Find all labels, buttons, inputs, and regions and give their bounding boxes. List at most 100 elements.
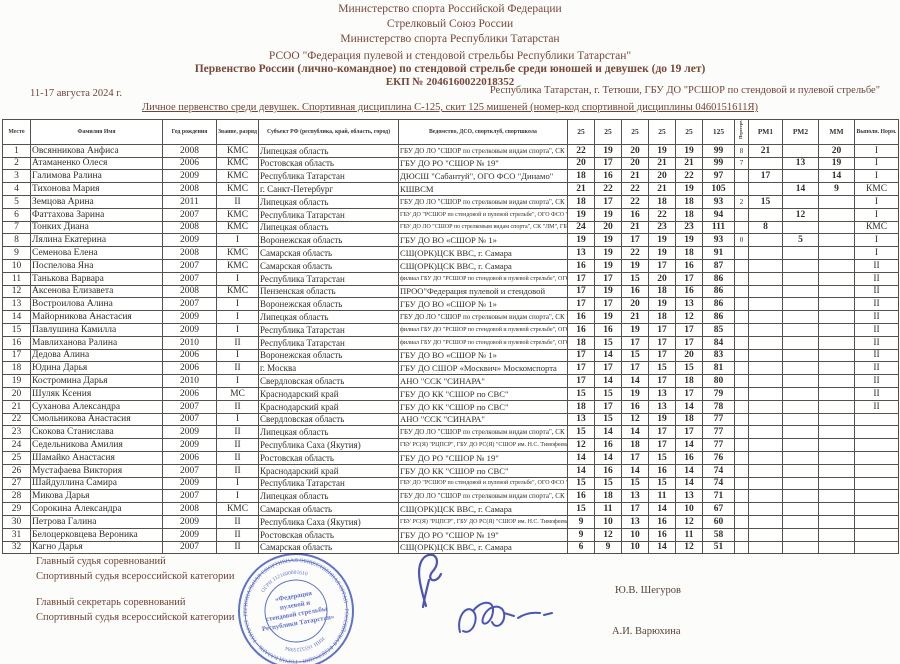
cell-name: Танькова Варвара [30, 271, 163, 286]
cell-s3: 20 [621, 143, 649, 158]
cell-place: 24 [2, 438, 31, 452]
cell-shootoff [734, 374, 749, 388]
cell-year: 2008 [162, 284, 217, 299]
cell-place: 14 [2, 310, 31, 324]
cell-shootoff: 0 [734, 233, 749, 248]
cell-rm1 [748, 463, 783, 478]
cell-rm2 [782, 399, 819, 414]
col-header-series4: 25 [648, 119, 676, 145]
cell-name: Суханова Александра [30, 399, 163, 414]
cell-year: 2007 [162, 412, 217, 427]
cell-s1: 16 [567, 322, 595, 337]
cell-s2: 15 [594, 335, 622, 350]
chief-secretary-role: Главный секретарь соревнований [36, 597, 186, 608]
cell-place: 16 [2, 335, 31, 350]
cell-s1: 17 [567, 271, 595, 286]
cell-total: 80 [702, 374, 735, 388]
cell-s5: 12 [675, 310, 703, 324]
cell-s5: 21 [675, 156, 703, 171]
cell-shootoff [734, 207, 749, 222]
cell-s2: 15 [594, 476, 622, 491]
cell-s1: 18 [567, 335, 595, 350]
cell-s5: 16 [675, 284, 703, 299]
cell-s5: 13 [675, 489, 703, 504]
cell-s4: 13 [648, 386, 676, 401]
cell-rank: II [216, 361, 259, 376]
cell-club: КШВСМ [398, 182, 568, 196]
cell-rank: I [216, 297, 259, 312]
table-row: 23 Скокова Станислава 2009 II Липецкая облас… [2, 425, 899, 440]
cell-shootoff [734, 271, 749, 286]
cell-s4: 16 [648, 527, 676, 542]
cell-total: 86 [702, 310, 735, 324]
cell-shootoff [734, 169, 749, 184]
cell-s3: 17 [621, 233, 649, 248]
cell-mm [818, 348, 855, 363]
cell-mm [818, 233, 855, 248]
table-row: 21 Суханова Александра 2007 II Краснодарский… [2, 399, 899, 414]
cell-s3: 15 [621, 271, 649, 286]
cell-mm [818, 207, 855, 222]
cell-rm2 [782, 271, 819, 286]
cell-norm [854, 438, 899, 452]
cell-total: 74 [702, 476, 735, 491]
cell-norm: II [854, 258, 899, 273]
cell-mm [818, 476, 855, 491]
cell-year: 2006 [162, 450, 217, 465]
cell-rm2 [782, 425, 819, 440]
cell-mm [818, 374, 855, 388]
cell-club: ГБУ ДО РО "СШОР № 19" [398, 527, 568, 542]
cell-rank: II [216, 438, 259, 452]
cell-total: 74 [702, 463, 735, 478]
cell-s2: 17 [594, 297, 622, 312]
cell-rm2 [782, 297, 819, 312]
cell-s2: 9 [594, 540, 622, 555]
cell-s3: 16 [621, 207, 649, 222]
col-header-series2: 25 [594, 119, 622, 145]
cell-name: Тонких Диана [30, 220, 163, 235]
col-header-rank: Звание, разряд [216, 119, 259, 145]
cell-place: 31 [2, 527, 31, 542]
cell-name: Костромина Дарья [30, 374, 163, 388]
cell-s2: 19 [594, 233, 622, 248]
cell-s4: 19 [648, 297, 676, 312]
event-venue: Республика Татарстан, г. Тетюши, ГБУ ДО … [489, 85, 880, 96]
cell-s1: 20 [567, 156, 595, 171]
ministry-line-1: Министерство спорта Российской Федерации [338, 3, 562, 15]
cell-year: 2007 [162, 399, 217, 414]
cell-s5: 14 [675, 438, 703, 452]
cell-shootoff [734, 450, 749, 465]
cell-s2: 19 [594, 284, 622, 299]
cell-region: Воронежская область [258, 297, 399, 312]
cell-s5: 17 [675, 335, 703, 350]
cell-year: 2006 [162, 386, 217, 401]
cell-rm2 [782, 169, 819, 184]
cell-rm2 [782, 284, 819, 299]
cell-rm2 [782, 220, 819, 235]
cell-year: 2007 [162, 297, 217, 312]
cell-s3: 15 [621, 476, 649, 491]
cell-club: филиал ГБУ ДО "РСШОР по стендовой и пуле… [398, 271, 568, 286]
cell-shootoff [734, 348, 749, 363]
cell-norm [854, 514, 899, 529]
cell-s1: 9 [567, 527, 595, 542]
cell-year: 2009 [162, 233, 217, 248]
cell-region: Республика Татарстан [258, 169, 399, 184]
cell-s4: 19 [648, 233, 676, 248]
cell-year: 2009 [162, 425, 217, 440]
cell-rm1: 21 [748, 143, 783, 158]
col-header-rm2: РМ2 [782, 119, 819, 145]
col-header-series1: 25 [567, 119, 595, 145]
cell-year: 2006 [162, 361, 217, 376]
cell-year: 2007 [162, 489, 217, 504]
cell-rm1 [748, 207, 783, 222]
cell-mm: 20 [818, 143, 855, 158]
cell-s5: 19 [675, 143, 703, 158]
chief-judge-name: Ю.В. Шегуров [615, 585, 681, 596]
cell-place: 8 [2, 233, 31, 248]
cell-s1: 18 [567, 169, 595, 184]
cell-s4: 21 [648, 156, 676, 171]
table-row: 25 Шамайко Анастасия 2006 II Ростовская обла… [2, 450, 899, 465]
cell-s5: 18 [675, 374, 703, 388]
cell-s4: 22 [648, 207, 676, 222]
